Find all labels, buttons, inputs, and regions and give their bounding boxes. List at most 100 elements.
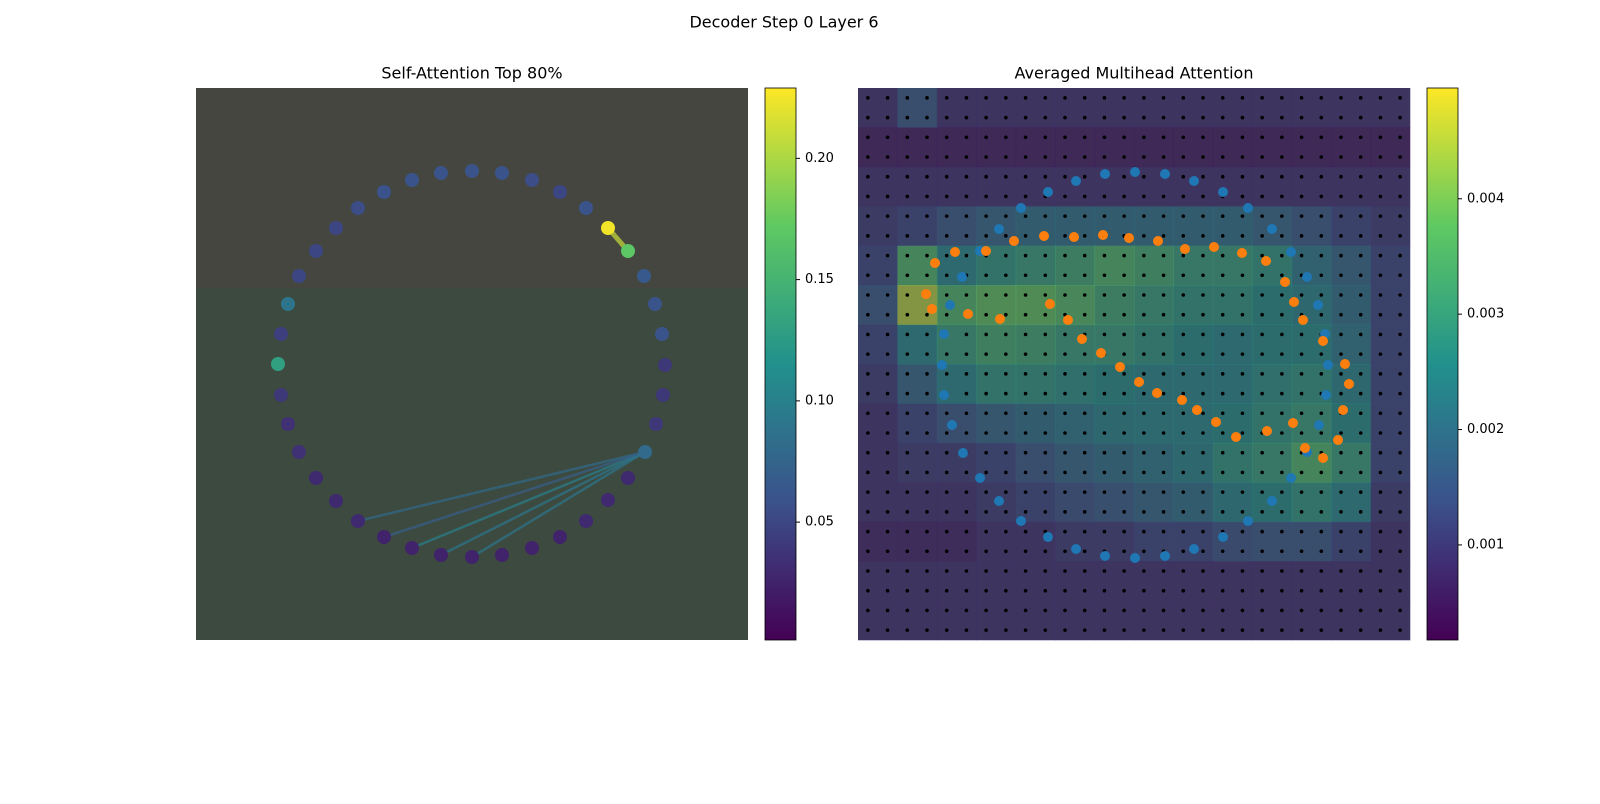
grid-dot	[905, 352, 910, 356]
grid-dot	[1319, 293, 1324, 297]
grid-dot	[1220, 155, 1225, 159]
grid-dot	[1161, 253, 1166, 258]
grid-dot	[1142, 549, 1146, 554]
grid-dot	[1201, 391, 1205, 396]
heatmap-cell	[1055, 285, 1096, 326]
grid-dot	[944, 372, 949, 376]
point	[1045, 299, 1055, 309]
point	[1243, 203, 1253, 213]
grid-dot	[1319, 510, 1324, 514]
grid-dot	[885, 372, 890, 376]
grid-dot	[1063, 391, 1067, 396]
heatmap-cell	[936, 127, 977, 168]
grid-dot	[1319, 312, 1324, 317]
grid-dot	[925, 332, 929, 337]
grid-dot	[1358, 372, 1363, 376]
grid-dot	[1122, 115, 1126, 120]
heatmap-cell	[1252, 521, 1293, 562]
point	[958, 448, 968, 458]
grid-dot	[1299, 470, 1304, 475]
grid-dot	[1358, 450, 1363, 455]
grid-dot	[1378, 214, 1383, 218]
point	[525, 541, 539, 555]
heatmap-cell	[1173, 600, 1214, 641]
heatmap-cell	[897, 403, 938, 444]
grid-dot	[1181, 411, 1186, 416]
grid-dot	[925, 96, 929, 100]
heatmap-cell	[858, 561, 898, 602]
grid-dot	[1240, 510, 1245, 514]
grid-dot	[1240, 293, 1245, 297]
point	[1302, 272, 1312, 282]
heatmap-cell	[1252, 324, 1293, 365]
grid-dot	[1023, 510, 1028, 514]
grid-dot	[1023, 372, 1028, 376]
grid-dot	[984, 96, 988, 100]
heatmap-cell	[976, 127, 1017, 168]
grid-dot	[885, 214, 890, 218]
grid-dot	[1043, 135, 1048, 140]
grid-dot	[944, 490, 949, 494]
grid-dot	[1260, 372, 1264, 376]
grid-dot	[1319, 431, 1324, 435]
grid-dot	[1280, 273, 1284, 278]
heatmap-cell	[1055, 403, 1096, 444]
heatmap-cell	[1173, 285, 1214, 326]
grid-dot	[905, 549, 910, 554]
grid-dot	[1260, 194, 1264, 199]
grid-dot	[1004, 569, 1008, 573]
grid-dot	[1181, 569, 1186, 573]
grid-dot	[1082, 194, 1087, 199]
grid-dot	[1142, 96, 1146, 100]
grid-dot	[1339, 214, 1343, 218]
grid-dot	[866, 253, 870, 258]
grid-dot	[1142, 372, 1146, 376]
grid-dot	[1102, 510, 1107, 514]
grid-dot	[925, 490, 929, 494]
grid-dot	[905, 115, 910, 120]
heatmap-cell	[936, 600, 977, 641]
point	[1286, 247, 1296, 257]
grid-dot	[1102, 273, 1107, 278]
grid-dot	[944, 569, 949, 573]
grid-dot	[984, 234, 988, 238]
heatmap-cell	[1291, 442, 1332, 483]
grid-dot	[1201, 510, 1205, 514]
point	[1098, 230, 1108, 240]
heatmap-cell	[1212, 206, 1253, 247]
grid-dot	[1398, 569, 1402, 573]
grid-dot	[1378, 372, 1383, 376]
grid-dot	[1063, 332, 1067, 337]
grid-dot	[1260, 96, 1264, 100]
grid-dot	[1378, 470, 1383, 475]
point	[981, 246, 991, 256]
grid-dot	[905, 293, 910, 297]
heatmap-cell	[1134, 127, 1174, 168]
heatmap-cell	[976, 324, 1017, 365]
heatmap-cell	[1212, 482, 1253, 523]
grid-dot	[1398, 293, 1402, 297]
grid-dot	[925, 411, 929, 416]
point	[658, 358, 672, 372]
grid-dot	[1043, 510, 1048, 514]
grid-dot	[1201, 214, 1205, 218]
grid-dot	[925, 529, 929, 534]
grid-dot	[1004, 352, 1008, 356]
grid-dot	[1142, 588, 1146, 593]
heatmap-cell	[1331, 442, 1372, 483]
grid-dot	[1004, 115, 1008, 120]
heatmap-cell	[1173, 561, 1214, 602]
grid-dot	[1398, 194, 1402, 199]
grid-dot	[1043, 628, 1048, 632]
grid-dot	[1220, 470, 1225, 475]
grid-dot	[944, 293, 949, 297]
grid-dot	[1043, 431, 1048, 435]
grid-dot	[1358, 510, 1363, 514]
grid-dot	[866, 273, 870, 278]
point	[329, 494, 343, 508]
grid-dot	[1142, 194, 1146, 199]
grid-dot	[1220, 431, 1225, 435]
grid-dot	[1004, 549, 1008, 554]
heatmap-cell	[858, 88, 898, 128]
